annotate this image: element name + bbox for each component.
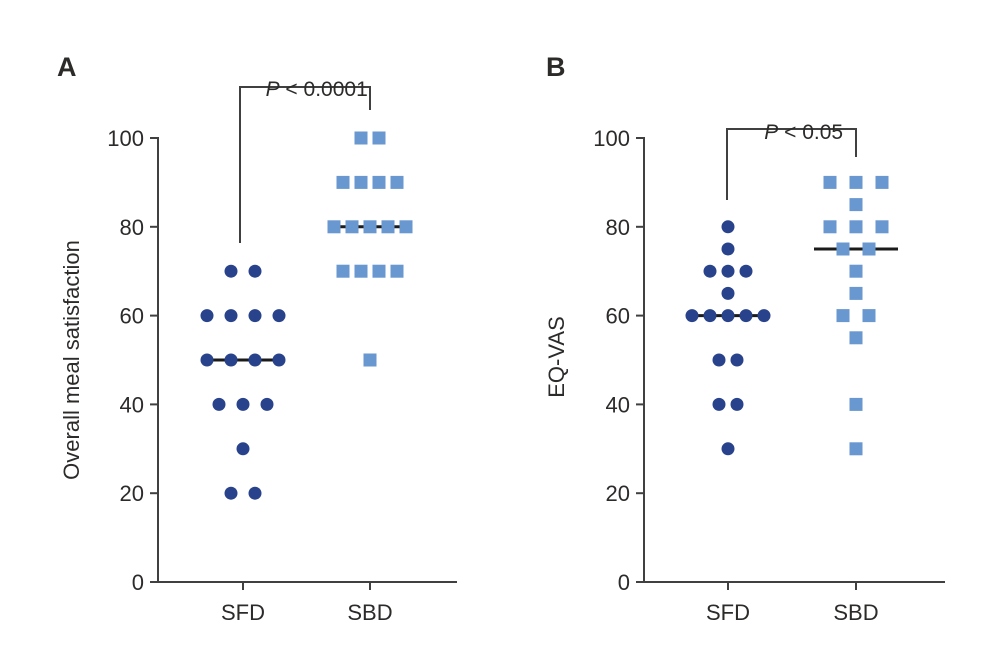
data-point-circle [224, 486, 238, 500]
p-comparison: < 0.0001 [279, 78, 368, 101]
data-point-circle [721, 309, 735, 323]
data-point-square [390, 264, 404, 278]
data-point-square [381, 220, 395, 234]
data-point-square [862, 309, 876, 323]
data-point-square [354, 131, 368, 145]
data-point-circle [212, 397, 226, 411]
data-point-square [372, 175, 386, 189]
data-point-square [372, 131, 386, 145]
data-point-circle [248, 353, 262, 367]
y-tick-label: 60 [120, 304, 144, 329]
data-point-square [875, 175, 889, 189]
data-point-circle [703, 309, 717, 323]
data-point-circle [730, 397, 744, 411]
y-tick-label: 0 [618, 570, 630, 595]
y-tick-label: 40 [120, 392, 144, 417]
data-point-square [372, 264, 386, 278]
y-tick-label: 80 [606, 215, 630, 240]
data-point-square [849, 397, 863, 411]
data-point-square [363, 220, 377, 234]
data-point-circle [721, 220, 735, 234]
significance-text-b: P < 0.05 [741, 101, 843, 164]
y-tick-label: 20 [120, 481, 144, 506]
data-point-square [836, 242, 850, 256]
data-point-square [823, 175, 837, 189]
x-category-label: SFD [706, 600, 750, 625]
data-point-circle [224, 264, 238, 278]
x-category-label: SFD [221, 600, 265, 625]
p-symbol: P [764, 121, 779, 144]
panel-a-label: A [57, 52, 77, 82]
x-category-label: SBD [347, 600, 392, 625]
y-tick-label: 20 [606, 481, 630, 506]
panel-b-label: B [546, 52, 566, 82]
data-point-square [849, 442, 863, 456]
y-tick-label: 100 [593, 126, 630, 151]
data-point-circle [224, 309, 238, 323]
data-point-circle [721, 242, 735, 256]
data-point-circle [260, 397, 274, 411]
significance-bracket [239, 86, 371, 243]
data-point-circle [685, 309, 699, 323]
data-point-square [836, 309, 850, 323]
y-tick-label: 40 [606, 392, 630, 417]
data-point-square [399, 220, 413, 234]
data-point-circle [272, 309, 286, 323]
significance-bracket [726, 128, 857, 200]
data-point-square [354, 264, 368, 278]
data-point-circle [248, 264, 262, 278]
data-point-circle [272, 353, 286, 367]
data-point-circle [730, 353, 744, 367]
y-axis-title-b: EQ-VAS [544, 316, 569, 398]
data-point-circle [739, 264, 753, 278]
y-tick-label: 100 [107, 126, 144, 151]
data-point-circle [200, 309, 214, 323]
data-point-square [823, 220, 837, 234]
data-point-circle [721, 286, 735, 300]
data-point-square [849, 175, 863, 189]
panel-b-plot: 0 20 40 60 80 100 SFD SBD [593, 126, 945, 625]
data-point-circle [236, 397, 250, 411]
data-point-circle [236, 442, 250, 456]
y-tick-label: 60 [606, 304, 630, 329]
data-point-circle [739, 309, 753, 323]
data-point-square [327, 220, 341, 234]
data-point-circle [757, 309, 771, 323]
data-point-circle [224, 353, 238, 367]
data-point-circle [721, 264, 735, 278]
data-point-square [345, 220, 359, 234]
data-point-circle [721, 442, 735, 456]
data-point-square [363, 353, 377, 367]
data-point-square [849, 198, 863, 212]
data-point-square [390, 175, 404, 189]
y-axis-title-a: Overall meal satisfaction [59, 240, 84, 480]
y-tick-label: 80 [120, 215, 144, 240]
data-point-square [336, 175, 350, 189]
data-point-circle [703, 264, 717, 278]
p-symbol: P [265, 78, 280, 101]
data-point-circle [248, 486, 262, 500]
data-point-circle [712, 397, 726, 411]
p-comparison: < 0.05 [778, 121, 844, 144]
data-point-square [336, 264, 350, 278]
data-point-square [849, 331, 863, 345]
data-point-square [862, 242, 876, 256]
data-point-square [849, 220, 863, 234]
x-category-label: SBD [833, 600, 878, 625]
significance-text-a: P < 0.0001 [242, 58, 368, 121]
y-tick-label: 0 [132, 570, 144, 595]
data-point-circle [248, 309, 262, 323]
data-point-circle [200, 353, 214, 367]
data-point-square [354, 175, 368, 189]
data-point-square [849, 286, 863, 300]
data-point-circle [712, 353, 726, 367]
data-point-square [849, 264, 863, 278]
panel-a-plot: 0 20 40 60 80 100 SFD SBD [107, 86, 457, 625]
data-point-square [875, 220, 889, 234]
